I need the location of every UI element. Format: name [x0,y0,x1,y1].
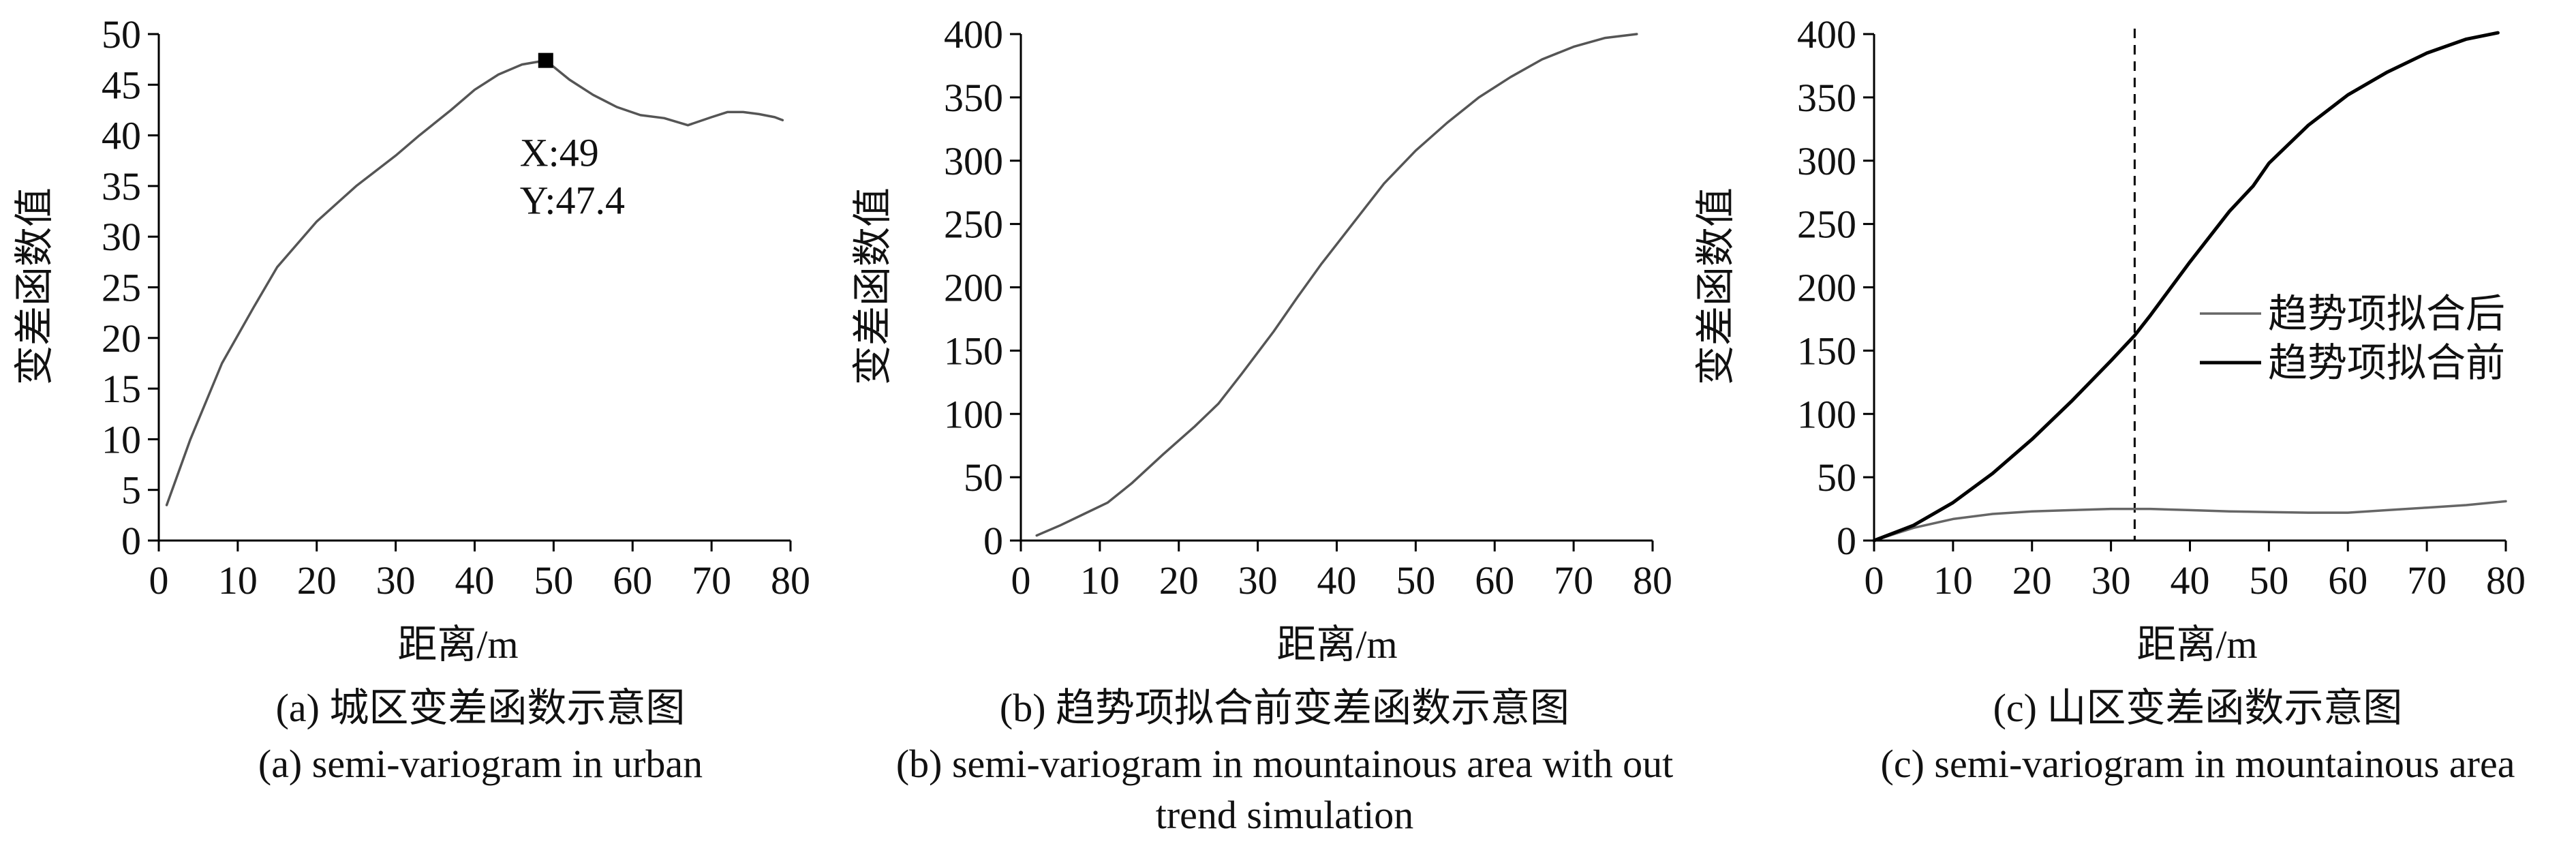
panel-a-marker [538,52,553,68]
panel-a-y-tick-label: 30 [102,215,141,259]
panel-a-xlabel: 距离/m [397,622,518,667]
panel-a-caption-en: (a) semi-variogram in urban [258,742,703,786]
panel-a-x-tick-label: 80 [771,558,810,603]
panel-b-y-tick-label: 150 [944,329,1003,373]
panel-c-x-tick-label: 20 [2012,558,2052,603]
panel-b-x-tick-label: 30 [1238,558,1278,603]
panel-a-y-tick-label: 15 [102,367,141,411]
panel-c-x-tick-label: 50 [2249,558,2288,603]
panel-a-y-tick-label: 40 [102,114,141,158]
panel-b-y-tick-label: 250 [944,202,1003,247]
panel-a-y-tick-label: 25 [102,266,141,310]
panel-b-caption-zh: (b) 趋势项拟合前变差函数示意图 [1000,686,1569,730]
panel-b-y-tick-label: 350 [944,76,1003,120]
panel-b-x-tick-label: 70 [1554,558,1593,603]
panel-c-series-line-2 [1872,31,2500,543]
panel-b-y-tick-label: 100 [944,392,1003,436]
panel-b-x-tick-label: 0 [1011,558,1031,603]
panel-c-y-tick-label: 350 [1797,76,1856,120]
panel-c-y-tick-label: 200 [1797,266,1856,310]
panel-b-x-tick-label: 80 [1633,558,1672,603]
panel-a-x-tick-label: 60 [613,558,652,603]
panel-b-caption-en-line2: trend simulation [1156,793,1414,837]
panel-c-x-tick-label: 80 [2486,558,2526,603]
panel-b-x-tick-label: 40 [1317,558,1357,603]
panel-b-x-tick-label: 20 [1159,558,1199,603]
panel-c-y-tick-label: 0 [1837,519,1856,563]
panel-b-y-tick-label: 200 [944,266,1003,310]
panel-b-xlabel: 距离/m [1276,622,1397,667]
panel-c-x-tick-label: 60 [2328,558,2367,603]
panel-c-x-tick-label: 30 [2091,558,2131,603]
panel-a-y-tick-label: 0 [121,519,141,563]
panel-a-x-tick-label: 0 [149,558,169,603]
panel-c-caption-en: (c) semi-variogram in mountainous area [1881,742,2515,786]
panel-b-x-tick-label: 10 [1080,558,1120,603]
panel-c-y-tick-label: 300 [1797,139,1856,183]
panel-a-x-tick-label: 50 [534,558,573,603]
panel-a-chart: 0 10 20 30 40 50 60 70 8005101520253035404550X:4… [12,12,810,786]
panel-b-chart: 0 10 20 30 40 50 60 70 80 0 50 100 150 200 250 300 350 40… [850,12,1673,837]
panel-c-x-tick-label: 10 [1933,558,1973,603]
panel-a-marker-label-x: X:49 [520,131,599,175]
panel-a-y-tick-label: 45 [102,63,141,107]
panel-b-y-tick-label: 300 [944,139,1003,183]
panel-c-x-tick-label: 40 [2171,558,2210,603]
panel-a-x-tick-label: 40 [455,558,495,603]
panel-a-x-tick-label: 10 [218,558,258,603]
panel-b-y-tick-label: 400 [944,12,1003,57]
panel-c-legend-label-1: 趋势项拟合后 [2268,292,2505,336]
panel-c-xlabel: 距离/m [2136,622,2257,667]
panel-a-axes: 0 10 20 30 40 50 60 70 8005101520253035404550X:4… [102,12,810,603]
panel-b-y-tick-label: 0 [983,519,1003,563]
panel-c-chart: 0 10 20 30 40 50 60 70 80 0 50 100 150 200 250 300 350 40… [1693,12,2526,786]
panel-a-y-tick-label: 50 [102,12,141,57]
panel-b-caption-en-line1: (b) semi-variogram in mountainous area w… [896,742,1673,786]
panel-b-y-tick-label: 50 [964,455,1003,500]
panel-a-y-tick-label: 35 [102,164,141,209]
panel-c-y-tick-label: 150 [1797,329,1856,373]
panel-c-x-tick-label: 70 [2407,558,2447,603]
panel-a-x-tick-label: 20 [297,558,337,603]
panel-a-marker-label-y: Y:47.4 [520,179,625,223]
panel-c-ylabel: 变差函数值 [1693,187,1738,385]
panel-a-y-tick-label: 5 [121,468,141,513]
panel-a-x-tick-label: 70 [692,558,731,603]
panel-a-x-tick-label: 30 [376,558,416,603]
panel-b-x-tick-label: 50 [1396,558,1435,603]
panel-a-y-tick-label: 20 [102,316,141,361]
panel-a-ylabel: 变差函数值 [12,187,57,385]
panel-b-x-tick-label: 60 [1475,558,1514,603]
panel-c-axes: 0 10 20 30 40 50 60 70 80 0 50 100 150 200 250 300 350 40… [1797,12,2526,603]
panel-b-axes: 0 10 20 30 40 50 60 70 80 0 50 100 150 200 250 300 350 40… [944,12,1672,603]
panel-a-series-line-1 [165,59,784,506]
panel-c-series-line-1 [1873,500,2507,542]
panel-c-y-tick-label: 50 [1817,455,1856,500]
panel-b-series-line-1 [1035,33,1638,537]
panel-c-y-tick-label: 250 [1797,202,1856,247]
panel-c-caption-zh: (c) 山区变差函数示意图 [1993,686,2403,730]
panel-b-ylabel: 变差函数值 [850,187,895,385]
panel-c-legend-label-2: 趋势项拟合前 [2268,341,2505,385]
panel-a-y-tick-label: 10 [102,417,141,461]
panel-c-x-tick-label: 0 [1865,558,1884,603]
panel-c-y-tick-label: 100 [1797,392,1856,436]
panel-a-caption-zh: (a) 城区变差函数示意图 [276,686,686,730]
panel-c-y-tick-label: 400 [1797,12,1856,57]
